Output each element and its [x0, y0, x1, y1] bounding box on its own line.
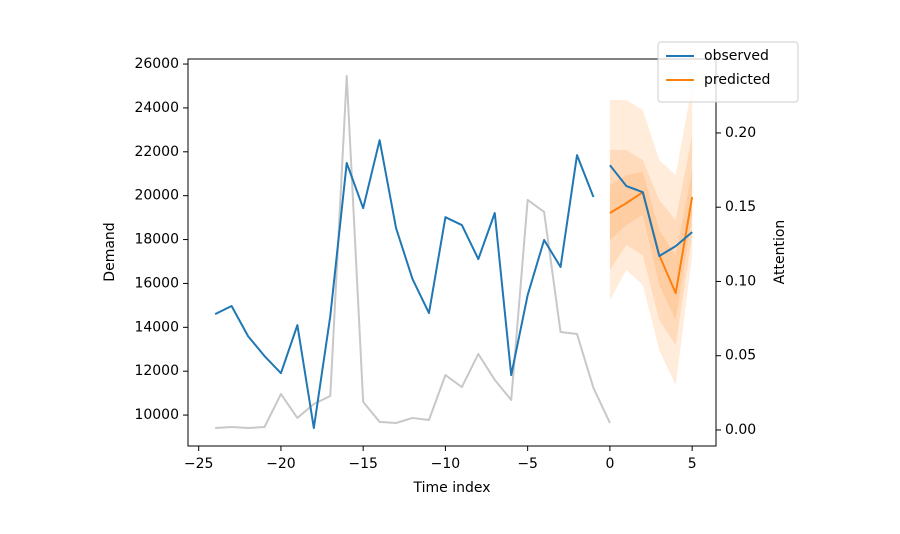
- y2-tick-label: 0.05: [725, 348, 756, 364]
- plot-frame: [187, 58, 717, 447]
- y2-tick-label: 0.00: [725, 422, 756, 438]
- y-tick-label: 26000: [134, 56, 179, 72]
- y2-tick-label: 0.10: [725, 273, 756, 289]
- y2-axis-label: Attention: [772, 220, 788, 285]
- series-line: [215, 74, 611, 430]
- y-tick-label: 12000: [134, 363, 179, 379]
- y-tick-label: 16000: [134, 275, 179, 291]
- y-tick-label: 18000: [134, 232, 179, 248]
- x-tick-label: −10: [431, 456, 461, 472]
- series-line: [609, 164, 693, 258]
- y-tick-label: 20000: [134, 188, 179, 204]
- x-tick-label: 0: [605, 456, 614, 472]
- y-tick-label: 10000: [134, 407, 179, 423]
- legend: observed predicted: [657, 41, 799, 103]
- y-axis-label: Demand: [102, 222, 118, 281]
- legend-label: observed: [704, 48, 769, 64]
- x-tick-label: −15: [348, 456, 378, 472]
- x-axis-label: Time index: [412, 480, 490, 496]
- y-tick-label: 14000: [134, 319, 179, 335]
- quantile-band: [609, 85, 693, 386]
- y-tick-label: 24000: [134, 100, 179, 116]
- legend-label: predicted: [704, 72, 770, 88]
- x-tick-label: −5: [517, 456, 538, 472]
- x-tick-label: −20: [266, 456, 296, 472]
- x-tick-label: −25: [184, 456, 214, 472]
- y-tick-label: 22000: [134, 144, 179, 160]
- x-tick-label: 5: [688, 456, 697, 472]
- series-line: [214, 139, 595, 430]
- y2-tick-label: 0.20: [725, 125, 756, 141]
- y2-tick-label: 0.15: [725, 199, 756, 215]
